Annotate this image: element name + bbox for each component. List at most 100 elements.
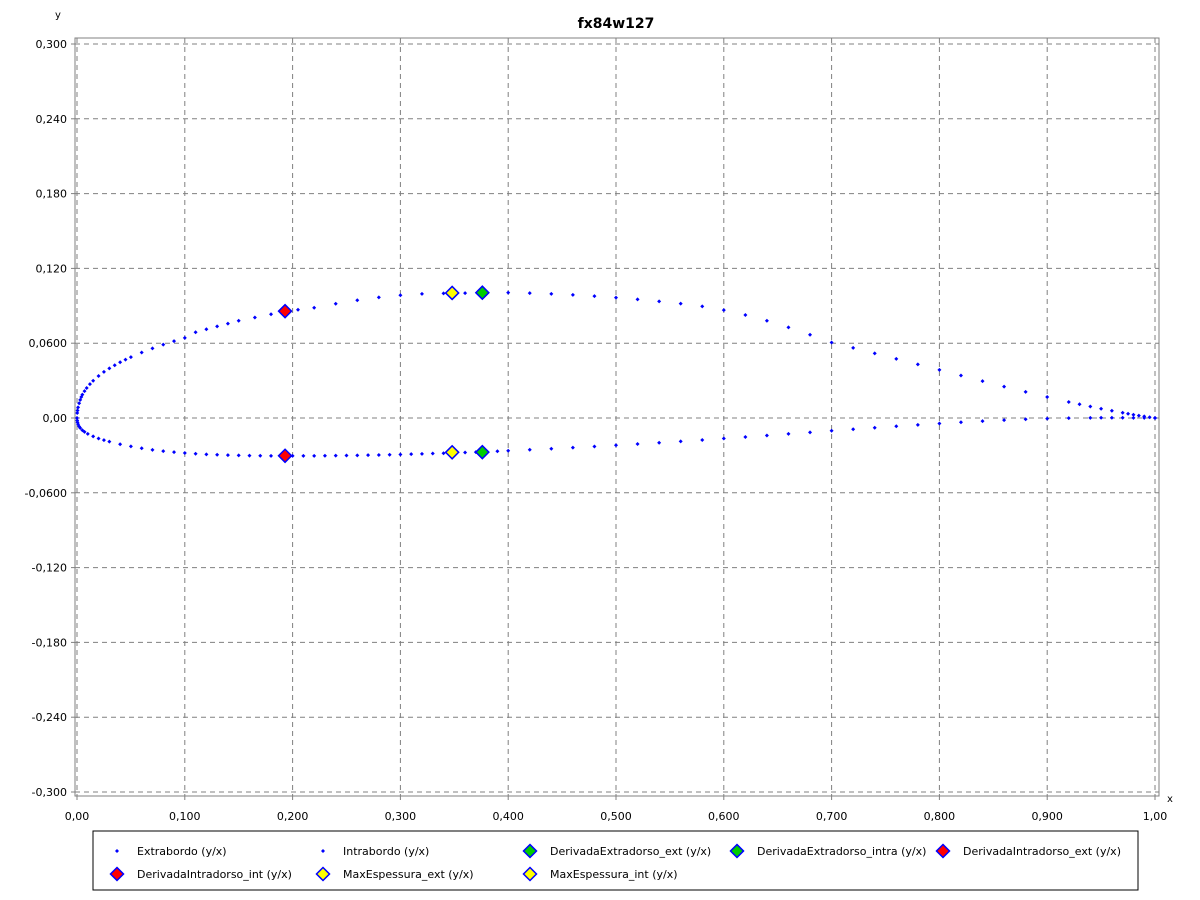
- series-1-point: [161, 449, 166, 454]
- legend-marker: [321, 849, 325, 853]
- series-1-point: [398, 452, 403, 457]
- y-tick-label: -0,180: [32, 636, 67, 649]
- series-0-point: [193, 330, 198, 335]
- series-1-point: [75, 416, 79, 420]
- series-1-point: [1023, 417, 1028, 422]
- series-3-point: [474, 444, 490, 460]
- series-0-point: [743, 313, 748, 318]
- series-0-point: [958, 373, 963, 378]
- series-1-point: [269, 453, 274, 458]
- series-1-point: [1120, 415, 1125, 420]
- legend-box: [92, 830, 1139, 891]
- series-1-point: [193, 451, 198, 456]
- series-1-point: [172, 450, 177, 455]
- series-0-point: [96, 373, 101, 378]
- series-1-point: [441, 451, 446, 456]
- series-1-point: [506, 448, 511, 453]
- series-0-point: [252, 315, 257, 320]
- series-1-point: [1088, 415, 1093, 420]
- series-0-point: [312, 305, 317, 310]
- series-0-point: [123, 357, 128, 362]
- series-0-point: [678, 301, 683, 306]
- series-0-point: [269, 312, 274, 317]
- series-0-point: [75, 411, 80, 416]
- series-1-point: [851, 427, 856, 432]
- series-1-point: [1066, 416, 1071, 421]
- series-0-point: [1099, 406, 1104, 411]
- x-tick-label: 0,400: [492, 810, 524, 823]
- series-1-point: [78, 425, 83, 430]
- series-1-point: [312, 453, 317, 458]
- series-0-point: [786, 325, 791, 330]
- series-0-point: [295, 307, 300, 312]
- series-1-point: [430, 451, 435, 456]
- legend-label: MaxEspessura_int (y/x): [550, 868, 678, 881]
- series-0-point: [150, 346, 155, 351]
- series-0-point: [829, 340, 834, 345]
- series-0-point: [419, 291, 424, 296]
- series-1-point: [872, 425, 877, 430]
- series-0-point: [87, 382, 92, 387]
- series-0-point: [1131, 412, 1136, 417]
- legend-marker: [729, 843, 745, 859]
- series-0-point: [215, 324, 220, 329]
- series-1-point: [366, 453, 371, 458]
- y-tick-label: 0,240: [36, 113, 68, 126]
- y-tick-label: -0,120: [32, 562, 67, 575]
- series-0-point: [441, 291, 446, 296]
- series-0-point: [527, 291, 532, 296]
- series-1-point: [344, 453, 349, 458]
- series-0-point: [549, 291, 554, 296]
- series-1-point: [301, 453, 306, 458]
- chart-title: fx84w127: [578, 16, 655, 32]
- series-0-point: [376, 295, 381, 300]
- series-0-point: [700, 304, 705, 309]
- series-2-point: [474, 285, 490, 301]
- series-0-point: [204, 327, 209, 332]
- y-tick-label: 0,120: [36, 262, 68, 275]
- series-1-point: [258, 453, 263, 458]
- series-1-point: [118, 442, 123, 447]
- series-1-point: [721, 436, 726, 441]
- series-0-point: [1136, 413, 1141, 418]
- series-0-point: [78, 397, 83, 402]
- series-1-point: [409, 452, 414, 457]
- series-0-point: [592, 294, 597, 299]
- legend-label: MaxEspessura_ext (y/x): [343, 868, 474, 881]
- series-1-point: [82, 429, 87, 434]
- series-0-point: [570, 292, 575, 297]
- series-0-point: [1109, 408, 1114, 413]
- series-1-point: [958, 420, 963, 425]
- series-0-point: [1002, 384, 1007, 389]
- series-0-point: [1045, 395, 1050, 400]
- series-0-point: [355, 298, 360, 303]
- legend-label: DerivadaExtradorso_intra (y/x): [757, 845, 926, 858]
- series-1-point: [700, 437, 705, 442]
- x-tick-label: 0,300: [385, 810, 417, 823]
- series-0-point: [614, 295, 618, 300]
- series-6-point: [444, 285, 460, 301]
- legend-label: Extrabordo (y/x): [137, 845, 227, 858]
- series-0-point: [76, 405, 81, 410]
- x-tick-label: 0,500: [600, 810, 632, 823]
- series-1-point: [657, 440, 662, 445]
- y-tick-label: 0,300: [36, 38, 68, 51]
- legend-marker: [522, 843, 538, 859]
- plot-area: [74, 37, 1160, 797]
- series-0-point: [398, 293, 403, 298]
- series-0-point: [107, 366, 112, 371]
- series-5-point: [277, 448, 293, 464]
- series-0-point: [851, 345, 856, 350]
- series-1-point: [85, 431, 90, 436]
- series-0-point: [980, 379, 985, 384]
- series-1-point: [678, 439, 683, 444]
- y-tick-label: 0,00: [43, 412, 68, 425]
- series-0-point: [118, 360, 123, 365]
- series-0-point: [1077, 402, 1082, 407]
- y-axis-ticks: 0,300 0,240 0,180 0,120 0,0600 0,00 -0,0600 -0,…: [25, 38, 75, 799]
- series-0-point: [128, 355, 133, 360]
- series-1-point: [387, 452, 392, 457]
- series-1-point: [128, 444, 133, 449]
- x-tick-label: 0,200: [277, 810, 309, 823]
- series-0-point: [101, 369, 106, 374]
